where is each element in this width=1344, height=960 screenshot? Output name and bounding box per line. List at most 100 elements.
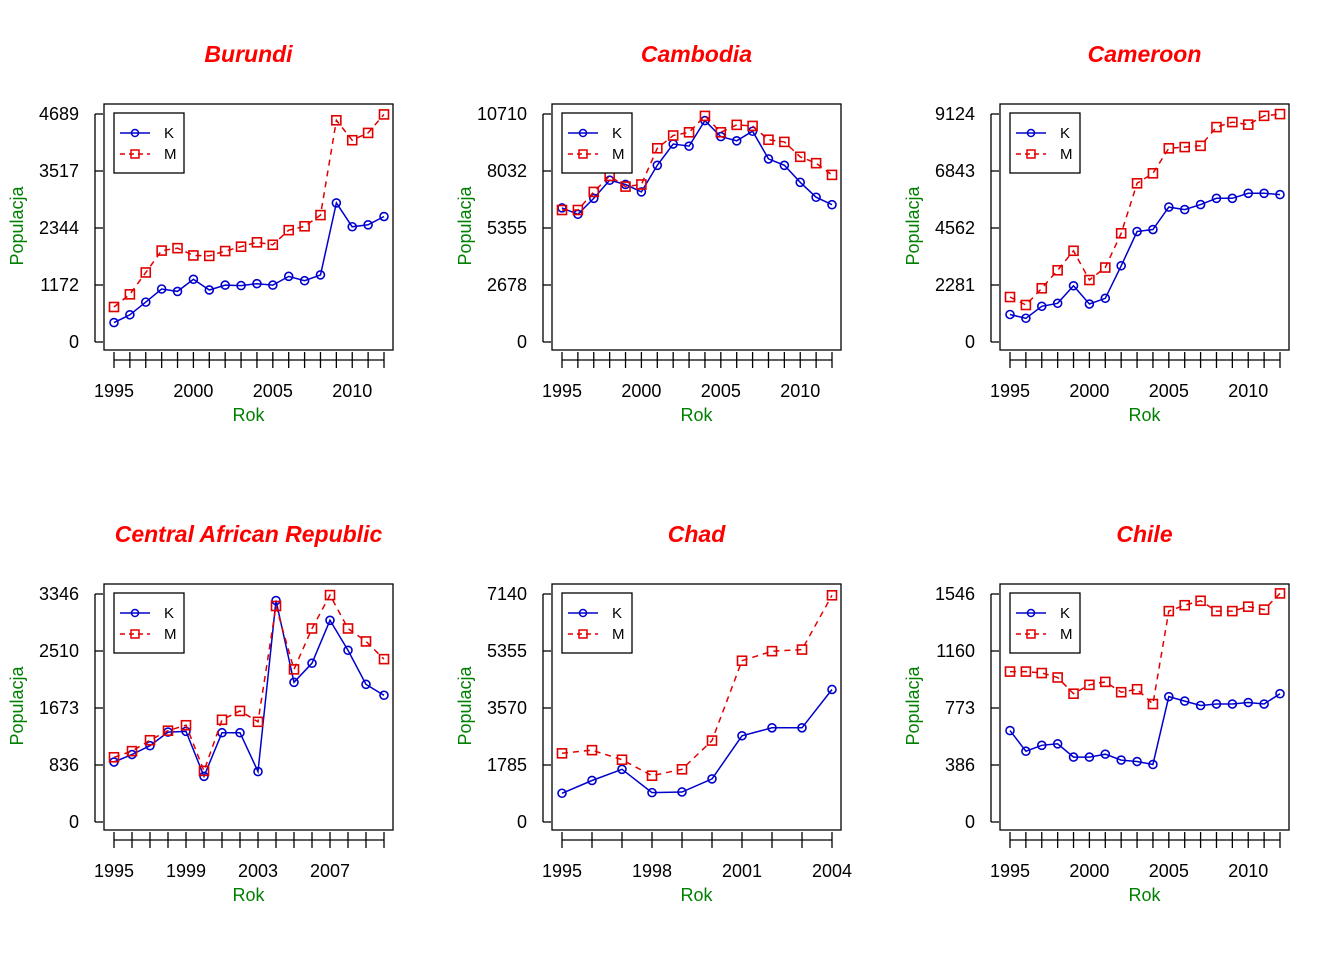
series-m-point (1163, 143, 1175, 154)
series-m-point (251, 237, 263, 248)
series-m-point (1052, 264, 1063, 276)
x-tick-label: 1995 (542, 861, 582, 881)
x-tick-label: 2010 (332, 381, 372, 401)
series-m-point (216, 714, 228, 726)
series-k-point (652, 160, 663, 171)
series-m-point (108, 751, 120, 763)
y-tick-label: 10710 (477, 104, 527, 124)
chart-title: Central African Republic (115, 521, 383, 547)
plot-frame (999, 103, 1290, 351)
series-k-point (379, 690, 389, 701)
series-k-point (1068, 280, 1079, 291)
series-k-line (113, 600, 385, 779)
y-tick-label: 836 (49, 755, 79, 775)
chart-panel: Central African Republic 0 836 1673 2510 3346… (7, 521, 394, 905)
series-m-point (299, 220, 310, 232)
legend-label: K (1060, 605, 1070, 622)
series-m-point (270, 600, 282, 612)
series-m-point (715, 127, 727, 138)
series-k-point (684, 141, 694, 151)
series-k-point (1036, 740, 1047, 751)
series-k-point (1100, 749, 1111, 759)
series-k-point (636, 187, 647, 197)
x-tick-label: 2010 (780, 381, 820, 401)
series-m-point (667, 130, 679, 141)
series-k-point (1179, 204, 1190, 215)
series-k-point (811, 192, 821, 203)
series-m-point (699, 110, 711, 122)
series-m-point (794, 151, 806, 163)
series-m-point (826, 169, 838, 181)
y-tick-label: 773 (945, 698, 975, 718)
plot-frame (103, 583, 394, 831)
series-m-point (219, 245, 231, 257)
series-m-point (188, 250, 199, 261)
series-k-point (140, 297, 151, 307)
series-k-point (827, 199, 837, 210)
series-k-point (204, 285, 215, 295)
series-k-point (1036, 301, 1047, 312)
legend-k-marker (578, 608, 588, 618)
y-tick-label: 4562 (935, 218, 975, 238)
series-m-point (306, 623, 318, 634)
legend-box (113, 112, 185, 174)
series-k-point (1052, 739, 1063, 749)
series-m-point (235, 241, 247, 252)
series-m-point (288, 664, 300, 675)
series-k-point (1275, 189, 1285, 200)
legend-label: K (612, 125, 622, 142)
legend-label: M (612, 626, 625, 643)
series-m-point (1004, 666, 1016, 677)
series-m-point (360, 636, 372, 647)
x-tick-label: 2005 (253, 381, 293, 401)
y-tick-label: 8032 (487, 161, 527, 181)
legend-label: M (164, 146, 177, 163)
series-m-point (198, 765, 210, 777)
series-k-point (268, 280, 278, 290)
x-tick-label: 2005 (701, 381, 741, 401)
series-k-point (315, 270, 326, 280)
series-m-point (572, 204, 584, 216)
series-k-point (236, 280, 246, 291)
series-m-point (651, 142, 663, 154)
series-k-point (1052, 298, 1063, 309)
series-m-point (796, 644, 808, 655)
series-k-line (1009, 693, 1281, 766)
x-tick-label: 2003 (238, 861, 278, 881)
y-axis-label: Populacja (455, 665, 475, 745)
series-m-point (1258, 110, 1270, 122)
legend-label: K (612, 605, 622, 622)
legend-box (1009, 592, 1081, 654)
series-m-point (556, 204, 568, 216)
series-k-point (307, 658, 317, 669)
series-k-point (1164, 691, 1174, 702)
series-m-point (1084, 679, 1095, 691)
y-tick-label: 3346 (39, 584, 79, 604)
y-axis-label: Populacja (7, 665, 27, 745)
series-m-point (1211, 605, 1222, 617)
series-m-point (378, 653, 390, 665)
series-m-point (1099, 262, 1111, 273)
series-m-point (252, 716, 264, 728)
series-k-point (109, 317, 119, 328)
series-m-point (234, 705, 246, 717)
x-axis-label: Rok (680, 405, 713, 425)
series-m-point (736, 655, 748, 667)
series-m-point (1227, 605, 1238, 617)
series-m-line (561, 594, 833, 777)
series-k-point (125, 309, 135, 320)
y-tick-label: 3517 (39, 161, 79, 181)
series-k-point (1195, 199, 1206, 210)
series-k-point (289, 677, 299, 688)
series-m-point (706, 735, 718, 746)
y-tick-label: 7140 (487, 584, 527, 604)
x-tick-label: 2005 (1149, 861, 1189, 881)
series-k-point (1227, 699, 1238, 709)
series-m-point (162, 725, 174, 736)
plot-frame (999, 583, 1290, 831)
legend-k-marker (1026, 608, 1036, 618)
series-k-point (557, 788, 567, 799)
series-m-point (1131, 178, 1143, 189)
series-m-point (646, 770, 658, 781)
series-k-point (325, 615, 335, 626)
